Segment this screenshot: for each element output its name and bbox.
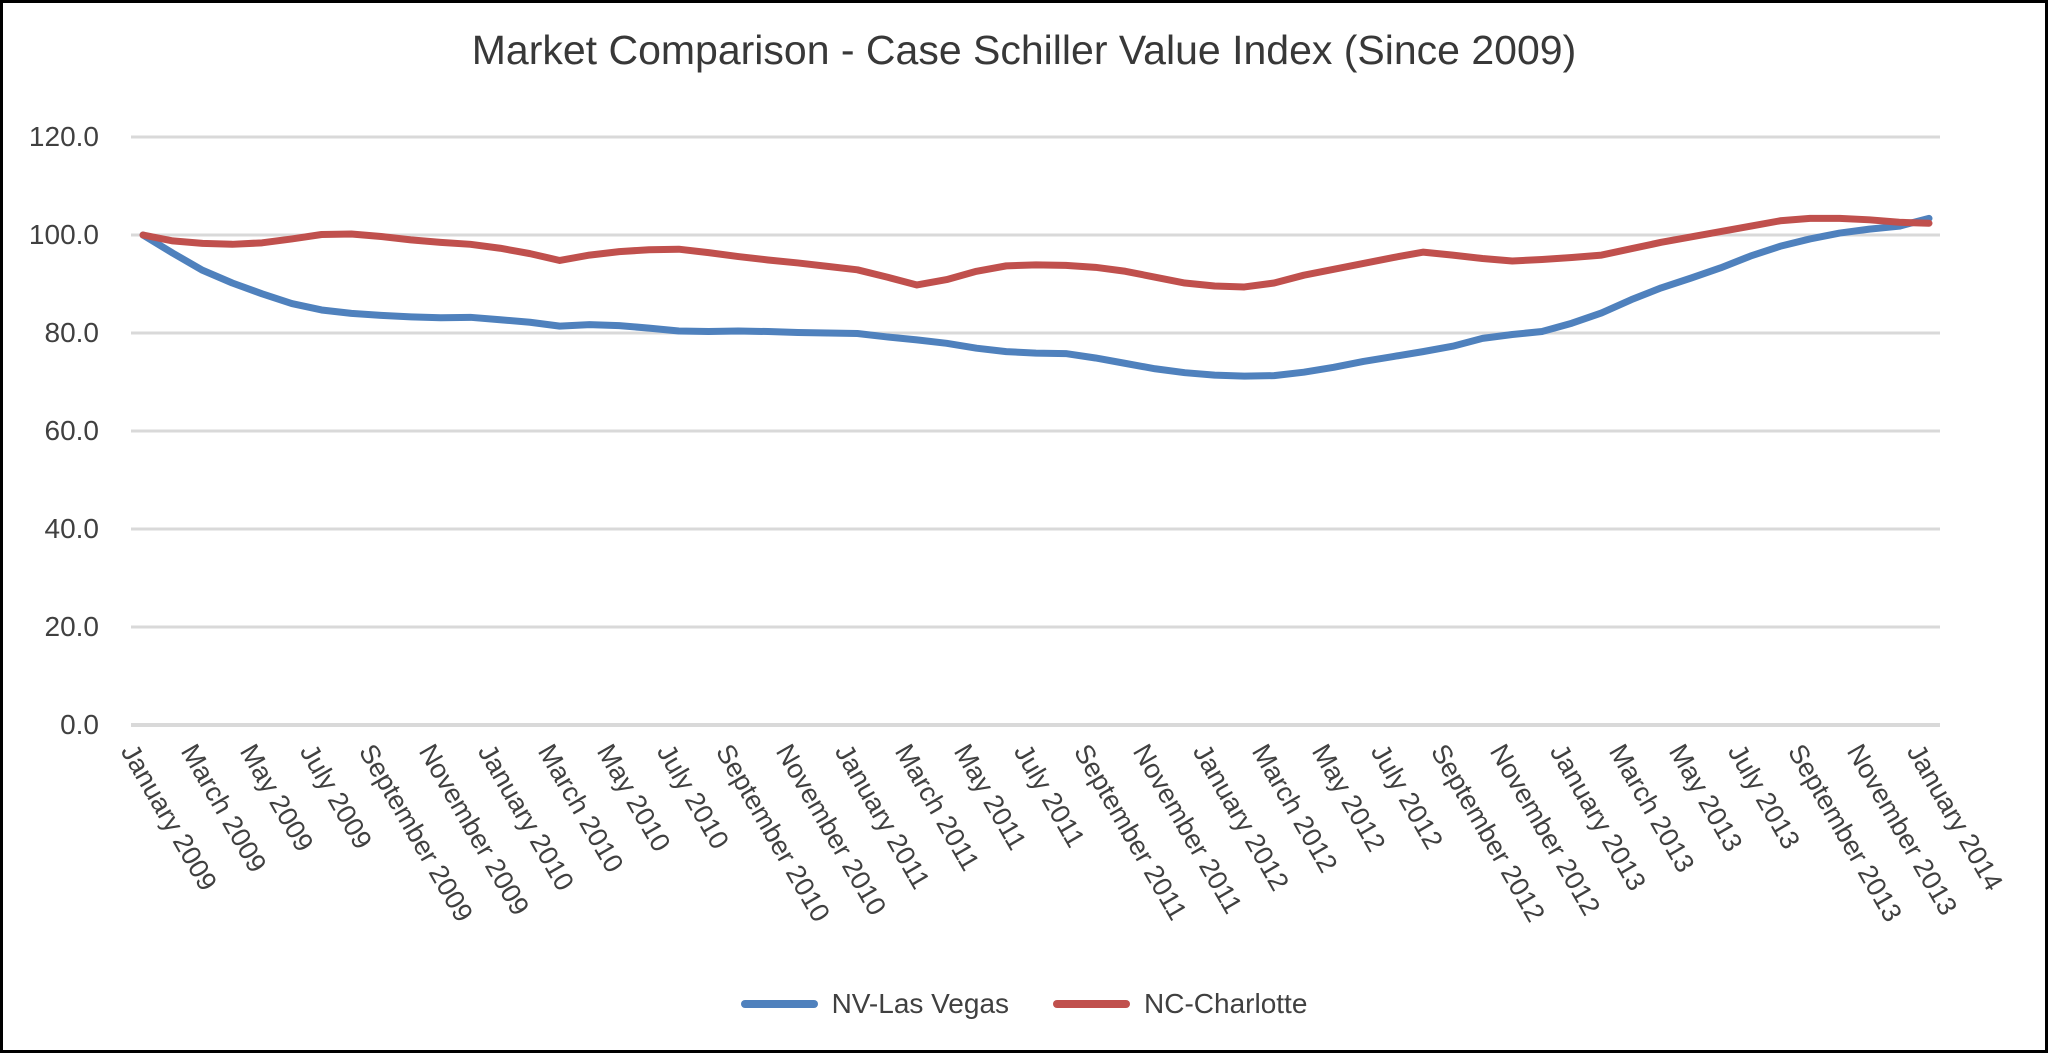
y-tick-label: 20.0 [44, 611, 100, 642]
legend: NV-Las Vegas NC-Charlotte [3, 988, 2045, 1020]
y-tick-label: 120.0 [28, 121, 99, 152]
legend-item-nv-las-vegas: NV-Las Vegas [740, 988, 1010, 1020]
plot-area [131, 135, 1940, 727]
y-tick-label: 80.0 [44, 317, 100, 348]
legend-swatch-blue-line-icon [740, 1000, 818, 1008]
legend-label: NV-Las Vegas [831, 988, 1010, 1019]
y-tick-label: 40.0 [44, 513, 100, 544]
chart-title: Market Comparison - Case Schiller Value … [471, 27, 1577, 73]
y-tick-label: 0.0 [60, 709, 99, 740]
gridlines [131, 135, 1940, 727]
legend-item-nc-charlotte: NC-Charlotte [1053, 988, 1307, 1020]
legend-swatch-red-line-icon [1053, 1000, 1131, 1008]
series-line-nc-charlotte [139, 214, 1933, 291]
series-line-nv-las-vegas [139, 214, 1933, 380]
y-tick-label: 100.0 [28, 219, 99, 250]
y-tick-label: 60.0 [44, 415, 100, 446]
legend-label: NC-Charlotte [1144, 988, 1308, 1019]
